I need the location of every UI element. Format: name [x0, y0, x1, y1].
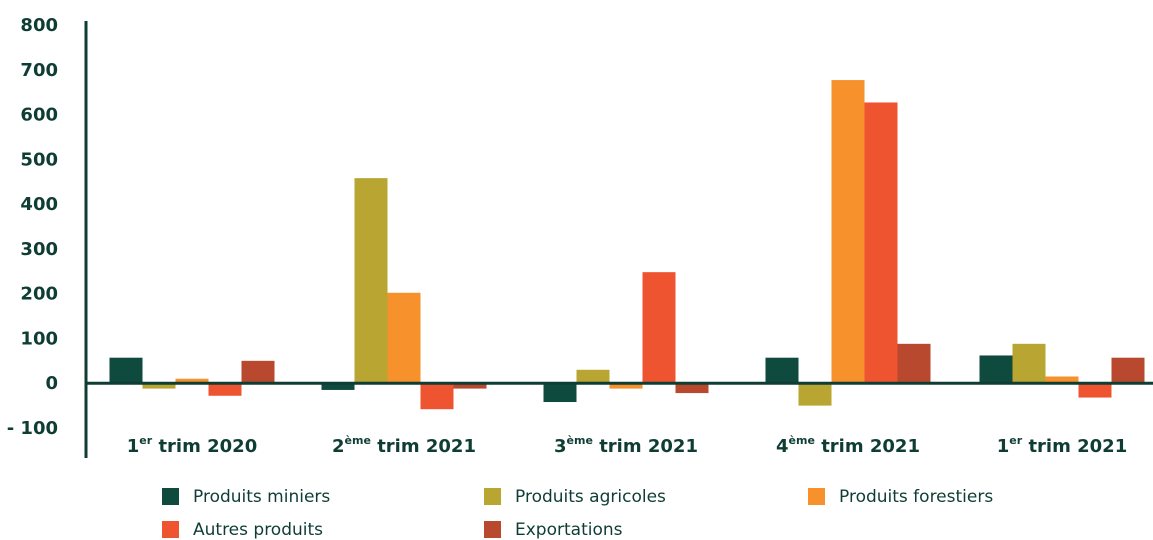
bar	[1012, 343, 1046, 384]
bar	[979, 355, 1013, 384]
bar	[208, 383, 242, 396]
bar	[142, 383, 176, 389]
y-tick-label: - 100	[7, 418, 58, 439]
bar	[765, 357, 799, 384]
bar	[798, 383, 832, 406]
bar	[1078, 383, 1112, 398]
axes-layer	[84, 21, 1153, 458]
legend-swatch	[162, 488, 179, 505]
bars-layer	[109, 80, 1145, 410]
y-tick-label: 800	[20, 15, 58, 36]
series-5	[241, 343, 1145, 394]
legend-swatch	[162, 521, 179, 538]
y-tick-label: 600	[20, 105, 58, 126]
legend-item: Produits forestiers	[808, 487, 993, 507]
x-category-label: 3ème trim 2021	[554, 434, 698, 457]
legend-item: Produits agricoles	[484, 487, 666, 507]
bar	[453, 383, 487, 389]
bar	[109, 357, 143, 384]
y-tick-label: 700	[20, 60, 58, 81]
legend: Produits miniers Produits agricoles Produi…	[162, 487, 993, 540]
x-category-label: 4ème trim 2021	[776, 434, 920, 457]
x-category-label: 1er trim 2021	[997, 434, 1127, 457]
legend-label: Produits forestiers	[839, 487, 993, 507]
bar	[1045, 376, 1079, 384]
legend-label: Produits miniers	[193, 487, 330, 507]
y-tick-label: 0	[45, 373, 58, 394]
y-tick-label: 300	[20, 239, 58, 260]
y-tick-labels: 800 700 600 500 400 300 200 100 0 - 100	[7, 15, 58, 439]
series-4	[208, 102, 1112, 410]
bar	[675, 383, 709, 394]
legend-label: Autres produits	[193, 520, 323, 540]
legend-label: Exportations	[515, 520, 623, 540]
legend-swatch	[484, 488, 501, 505]
y-tick-label: 100	[20, 328, 58, 349]
y-tick-label: 400	[20, 194, 58, 215]
x-category-labels: 1er trim 2020 2ème trim 2021 3ème trim 202…	[127, 434, 1127, 457]
bar	[864, 102, 898, 384]
bar	[543, 383, 577, 403]
y-tick-label: 200	[20, 284, 58, 305]
legend-swatch	[808, 488, 825, 505]
legend-item: Produits miniers	[162, 487, 330, 507]
bar	[175, 378, 209, 384]
bar	[321, 383, 355, 390]
x-category-label: 1er trim 2020	[127, 434, 257, 457]
series-1	[109, 355, 1013, 403]
legend-item: Exportations	[484, 520, 623, 540]
bar	[609, 383, 643, 389]
bar	[241, 360, 275, 384]
legend-item: Autres produits	[162, 520, 323, 540]
bar	[420, 383, 454, 410]
series-3	[175, 80, 1079, 389]
bar	[1111, 357, 1145, 384]
series-2	[142, 178, 1046, 406]
bar	[387, 292, 421, 384]
legend-label: Produits agricoles	[515, 487, 666, 507]
bar	[354, 178, 388, 384]
x-category-label: 2ème trim 2021	[332, 434, 476, 457]
bar	[897, 343, 931, 384]
bar	[576, 369, 610, 384]
legend-swatch	[484, 521, 501, 538]
y-tick-label: 500	[20, 149, 58, 170]
bar	[831, 80, 865, 384]
bar	[642, 272, 676, 384]
